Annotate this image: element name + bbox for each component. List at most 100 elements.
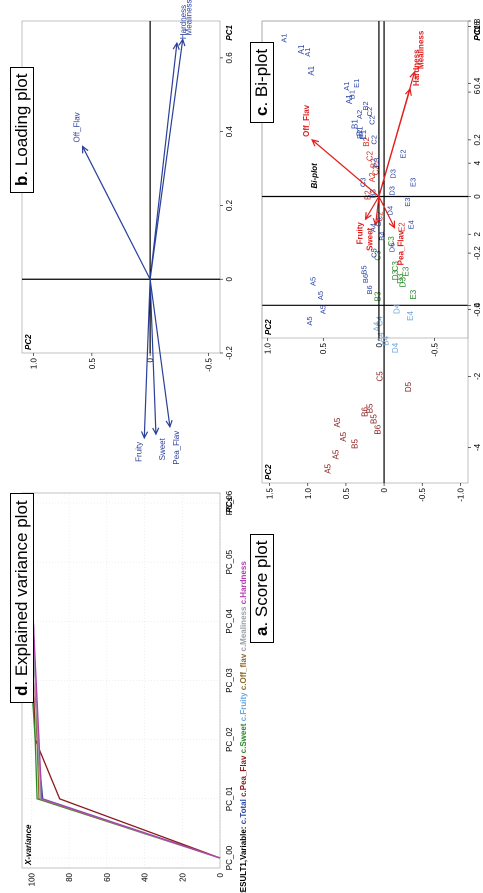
biplot-point-label: B4 <box>377 232 386 241</box>
score-point-label: D5 <box>404 381 413 392</box>
panel-b-yaxis-name: PC2 <box>24 334 33 350</box>
biplot-point-label: E2 <box>399 149 408 158</box>
biplot-point-label: C2 <box>370 135 379 145</box>
score-point-label: B2 <box>362 136 371 146</box>
biplot-point-label: E3 <box>409 178 418 187</box>
variance-series-line <box>30 503 221 859</box>
panel-c-xtick-label: 0.2 <box>473 134 482 146</box>
panel-d-xtick-label: PC_01 <box>225 786 234 811</box>
biplot-point-label: B5 <box>360 265 369 274</box>
biplot-vector-label: Fruity <box>356 222 365 245</box>
score-point-label: A5 <box>331 449 340 459</box>
panel-b-ytick-label: -0.5 <box>204 357 213 371</box>
panel-b-title: b. Loading plot <box>10 66 34 193</box>
biplot-point-label: C2 <box>367 115 376 125</box>
variance-legend-item: c.Fruity <box>239 690 248 721</box>
score-point-label: B5 <box>350 438 359 448</box>
panel-b-ytick-label: 0.5 <box>88 357 97 369</box>
variance-legend-item: c.Sweet <box>239 721 248 753</box>
panel-c-title: c. Bi-plot <box>250 41 274 123</box>
score-point-label: A1 <box>307 65 316 75</box>
panel-b-ytick-label: 1.0 <box>30 357 39 369</box>
panel-a-xtick-label: 4 <box>473 160 482 165</box>
score-point-label: C2 <box>376 211 385 222</box>
panel-a-yaxis-name: PC2 <box>264 464 273 480</box>
biplot-point-label: A5 <box>318 305 327 314</box>
score-point-label: C4 <box>376 316 385 327</box>
panel-d-ytick-label: 60 <box>103 872 112 881</box>
panel-d-xtick-label: PC_00 <box>225 845 234 870</box>
panel-d-ytick-label: 100 <box>27 872 36 886</box>
loading-vector-head <box>165 419 173 429</box>
biplot-point-label: B1 <box>347 90 356 99</box>
panel-d-xtick-label: PC_05 <box>225 549 234 574</box>
panel-c-frame <box>261 20 469 339</box>
biplot-point-label: C3 <box>372 158 381 168</box>
biplot-vector-head <box>372 217 380 227</box>
biplot-vector <box>374 196 380 225</box>
panel-a-ytick-label: -1.0 <box>456 487 465 501</box>
variance-legend-item: c.Pea_Flav <box>239 753 248 797</box>
score-point-label: C3 <box>373 250 382 261</box>
biplot-point-label: A5 <box>305 316 314 325</box>
score-point-label: A5 <box>339 431 348 441</box>
biplot-vector-label: Mealiness <box>417 30 426 69</box>
loading-vector-label: Fruity <box>134 442 143 462</box>
panel-d-xtick-label: PC_02 <box>225 727 234 752</box>
score-point-label: E2 <box>398 222 407 232</box>
score-point-label: C3 <box>387 236 396 247</box>
score-point-label: B3 <box>373 291 382 301</box>
biplot-vector-head <box>409 70 417 79</box>
biplot-vector <box>365 196 380 220</box>
biplot-point-label: B6 <box>365 285 374 294</box>
panel-c-xtick-label: 0 <box>473 194 482 199</box>
loading-vector-label: Mealiness <box>185 0 194 35</box>
panel-c-ytick-label: 0 <box>375 342 384 347</box>
score-point-label: D4 <box>392 303 401 314</box>
score-point-label: A2 <box>368 172 377 182</box>
score-point-label: E3 <box>409 289 418 299</box>
panel-b-xtick-label: 0.2 <box>225 199 234 211</box>
score-point-label: C2 <box>366 150 375 161</box>
panel-a-ytick-label: 1.5 <box>266 487 275 499</box>
panel-a-ytick-label: -0.5 <box>418 487 427 501</box>
biplot-point-label: A1 <box>342 82 351 91</box>
biplot-point-label: A4 <box>369 223 378 232</box>
panel-b-xtick-label: 0.6 <box>225 52 234 64</box>
score-point-label: B4 <box>382 335 391 345</box>
biplot-point-label: A2 <box>355 110 364 119</box>
biplot-point-label: B6 <box>361 274 370 283</box>
biplot-point-label: C4 <box>374 217 383 227</box>
score-point-label: A1 <box>297 44 306 54</box>
loading-vector-label: Hardness <box>179 5 188 39</box>
loading-vector-label: Pea_Flav <box>172 431 181 465</box>
score-point-label: C3 <box>391 261 400 272</box>
loading-vector-label: Sweet <box>158 437 167 460</box>
panel-d-ytick-label: 80 <box>65 872 74 881</box>
panel-a-ytick-label: 0 <box>380 487 389 492</box>
loading-vector <box>149 39 184 280</box>
panel-b-xtick-label: -0.2 <box>225 346 234 360</box>
panel-a-xtick-label: 0 <box>473 303 482 308</box>
biplot-vector <box>378 71 416 197</box>
biplot-vector-label: Hardness <box>412 49 421 86</box>
panel-a-ytick-label: 0.5 <box>342 487 351 499</box>
biplot-vector <box>311 139 380 197</box>
panel-b-ytick-label: 0 <box>146 357 155 362</box>
biplot-point-label: D3 <box>389 169 398 179</box>
panel-a-xaxis-name: PC1 <box>473 24 482 40</box>
panel-a-ytick-label: 1.0 <box>304 487 313 499</box>
biplot-point-label: A5 <box>316 291 325 300</box>
panel-d-xaxis-name: PCs <box>225 496 234 512</box>
score-point-label: A4 <box>372 321 381 331</box>
biplot-point-label: A1 <box>303 48 312 57</box>
loading-vector-head <box>152 427 160 436</box>
score-point-label: D3 <box>398 277 407 288</box>
score-point-label: B2 <box>363 190 372 200</box>
score-point-label: C2 <box>372 165 381 176</box>
biplot-vector-label: Sweet <box>366 227 375 250</box>
score-point-label: D3 <box>391 269 400 280</box>
panel-d-footer: RESULT1,Variable: c.Total c.Pea_Flav c.S… <box>239 561 248 893</box>
